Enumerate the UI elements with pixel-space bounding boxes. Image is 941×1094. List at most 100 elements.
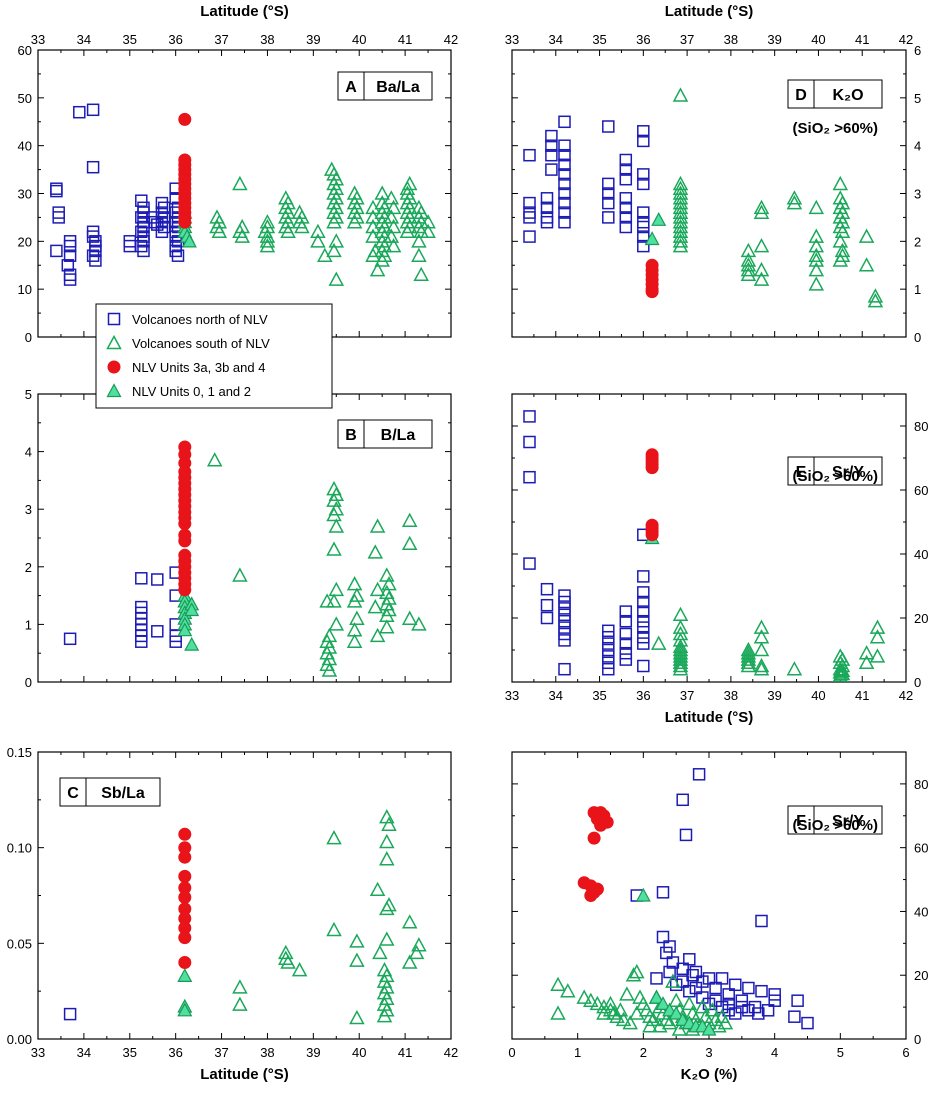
panel-e-series-triangle-open (650, 606, 886, 682)
panel-d-point-triangle-open (834, 242, 851, 258)
panel-e-point-triangle-open (834, 665, 851, 681)
panel-d-point-square-open (602, 211, 615, 224)
panel-f-xtick-label: 0 (508, 1045, 515, 1060)
panel-b-point-triangle-open (349, 610, 365, 625)
panel-e-point-triangle-open (740, 648, 757, 663)
panel-b-letter: B (345, 427, 357, 444)
panel-c-xtick-label: 41 (398, 1045, 412, 1060)
panel-d-ytick-label: 5 (914, 91, 921, 106)
panel-e-point-square-open (558, 662, 571, 676)
panel-e-point-square-open (558, 602, 571, 615)
panel-d-series-triangle-filled (644, 212, 667, 246)
panel-f-ytick-label: 80 (914, 777, 928, 792)
panel-b-point-triangle-open (411, 616, 427, 631)
panel-d-ytick-label: 4 (914, 139, 921, 154)
panel-a-point-triangle-open (383, 209, 400, 224)
panel-e-point-square-open (602, 630, 615, 644)
panel-e-xtick-label: 38 (724, 688, 738, 703)
panel-e-ytick-label: 60 (914, 483, 928, 498)
panel-c-ytick-label: 0.15 (7, 745, 32, 760)
panel-c-point-triangle-open (349, 1009, 365, 1025)
panel-c-ytick-label: 0.00 (7, 1032, 32, 1047)
panel-b-point-triangle-open (369, 627, 386, 643)
panel-d-point-square-open (558, 215, 571, 229)
panel-a-ytick-label: 20 (18, 234, 32, 249)
panel-b-point-triangle-open (401, 535, 418, 551)
panel-f-point-square-open (663, 965, 676, 979)
panel-d-xaxis-title: Latitude (°S) (665, 3, 754, 20)
panel-b-point-triangle-open (346, 576, 363, 591)
panel-d-point-square-open (558, 148, 571, 162)
panel-a-point-triangle-open (317, 247, 333, 262)
panel-a-point-triangle-open (385, 199, 402, 215)
panel-d-point-triangle-open (672, 195, 689, 210)
panel-f-point-circle-filled (594, 818, 608, 832)
panel-c-series-square-open (63, 1007, 77, 1021)
panel-b-point-triangle-open (381, 601, 397, 617)
panel-d-point-triangle-filled (644, 231, 660, 246)
panel-f-point-triangle-open (596, 1005, 612, 1020)
panel-b-point-square-open (63, 632, 77, 646)
panel-d-point-square-open (558, 187, 571, 200)
panel-b-point-triangle-open (381, 576, 397, 591)
panel-d-point-triangle-open (672, 185, 689, 200)
panel-e-point-triangle-open (672, 651, 689, 666)
panel-c-point-circle-filled (178, 869, 192, 883)
panel-f-point-square-open (715, 972, 729, 985)
panel-e-point-square-open (602, 643, 615, 657)
panel-f-series-circle-filled (577, 806, 614, 902)
panel-f-point-square-open (663, 940, 676, 953)
panel-e-xtick-label: 39 (767, 688, 781, 703)
panel-d-point-square-open (619, 211, 633, 224)
panel-e-point-triangle-open (672, 654, 689, 670)
panel-d-point-square-open (637, 206, 650, 219)
panel-a-xtick-label-top: 34 (77, 32, 91, 47)
panel-f-point-triangle-open (622, 1015, 638, 1030)
panel-a-point-triangle-open (420, 214, 436, 229)
panel-a-xtick-label-top: 33 (31, 32, 45, 47)
panel-b-ytick-label: 4 (25, 445, 32, 460)
panel-e-note: (SiO₂ >60%) (793, 468, 878, 485)
panel-d-xtick-label-top: 37 (680, 32, 694, 47)
panel-d-point-square-open (558, 206, 571, 219)
panel-e-point-square-open (637, 586, 650, 599)
panel-d-point-triangle-open (858, 257, 875, 272)
legend-symbol-square-open (107, 312, 121, 326)
panel-a-point-triangle-open (259, 238, 276, 253)
panel-e-label: Sr/Y (832, 464, 864, 481)
panel-e-xtick-label: 40 (811, 688, 825, 703)
panel-a-point-triangle-open (328, 233, 345, 248)
panel-d-point-triangle-open (753, 238, 770, 253)
panel-f-point-square-open (801, 1016, 814, 1030)
panel-b-point-circle-filled (178, 583, 192, 597)
panel-a-ytick-label: 40 (18, 139, 32, 154)
panel-c-point-triangle-open (401, 914, 418, 929)
panel-d-label-box (787, 79, 883, 109)
panel-d-xtick-label-top: 39 (767, 32, 781, 47)
panel-c-point-triangle-open (291, 962, 308, 977)
panel-f-point-square-open (660, 946, 673, 960)
panel-d-ytick-label: 2 (914, 234, 921, 249)
panel-a-xaxis-title: Latitude (°S) (200, 3, 289, 20)
panel-e-point-triangle-open (753, 661, 770, 676)
panel-d-xtick-label-top: 35 (592, 32, 606, 47)
panel-c-series-circle-filled (178, 827, 192, 969)
panel-f-point-triangle-open (717, 1015, 734, 1030)
panel-c-xtick-label: 38 (260, 1045, 274, 1060)
panel-d-point-triangle-open (672, 87, 689, 102)
panel-e-point-square-open (558, 634, 571, 647)
panel-c-point-triangle-open (232, 996, 248, 1011)
panel-e-point-square-open (523, 470, 536, 484)
panel-b-point-triangle-open (326, 541, 342, 556)
panel-f-point-square-open (676, 962, 689, 976)
panel-e-xtick-label: 35 (592, 688, 606, 703)
panel-a-point-square-open (63, 249, 77, 262)
panel-c-point-square-open (63, 1007, 77, 1021)
panel-f-point-square-open (742, 1004, 755, 1017)
panel-d-xtick-label-top: 33 (505, 32, 519, 47)
legend: Volcanoes north of NLV Volcanoes south o… (95, 303, 333, 409)
panel-f-xtick-label: 1 (574, 1045, 581, 1060)
panel-c-label-box (59, 777, 161, 807)
panel-f-xtick-label: 5 (837, 1045, 844, 1060)
